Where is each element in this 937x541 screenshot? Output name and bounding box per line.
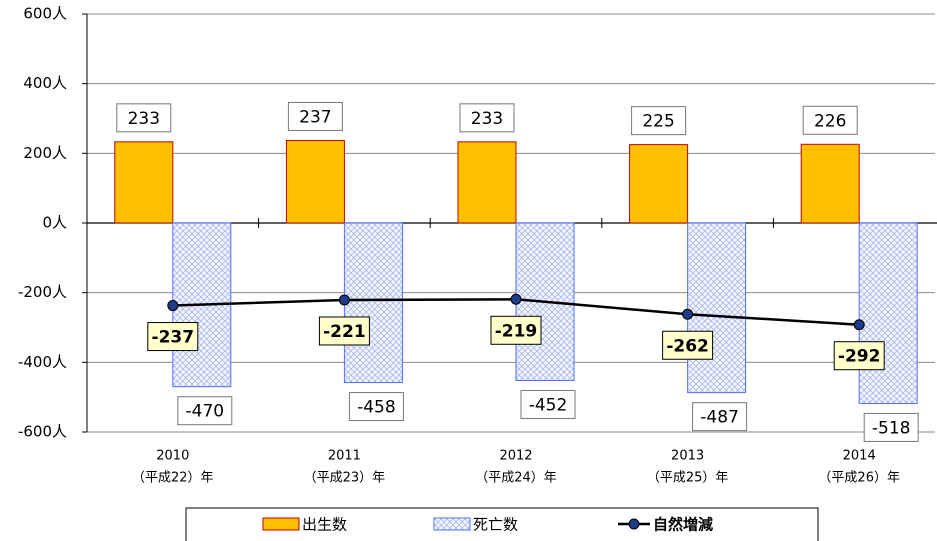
bar bbox=[343, 222, 403, 384]
line-value-label: -219 bbox=[495, 321, 538, 341]
y-tick-label: -200人 bbox=[18, 283, 67, 301]
legend-label: 死亡数 bbox=[473, 516, 518, 534]
bar bbox=[285, 139, 345, 224]
legend-label: 自然増減 bbox=[653, 516, 713, 534]
x-tick-label: 2013 bbox=[671, 449, 704, 464]
line-value-label-box bbox=[318, 316, 370, 346]
bar-value-label-box bbox=[459, 103, 515, 133]
line-marker bbox=[853, 319, 865, 331]
line-value-label: -262 bbox=[666, 336, 709, 356]
bar-value-label-box bbox=[116, 103, 172, 133]
legend-swatch bbox=[262, 517, 300, 531]
bar-value-label-box bbox=[631, 106, 687, 136]
bar bbox=[858, 222, 918, 404]
line-marker bbox=[338, 294, 350, 306]
bar-value-label: 233 bbox=[128, 109, 160, 129]
bar bbox=[114, 141, 174, 224]
y-tick-label: -600人 bbox=[18, 423, 67, 441]
bar-value-label-box bbox=[863, 412, 919, 442]
bar-value-label: 225 bbox=[642, 112, 674, 132]
line-marker bbox=[682, 308, 694, 320]
bar-value-label-box bbox=[177, 396, 233, 426]
line-value-label-box bbox=[490, 315, 542, 345]
x-tick-label: 2010 bbox=[156, 449, 189, 464]
bar bbox=[687, 222, 747, 394]
y-tick-label: 600人 bbox=[23, 5, 67, 23]
line-value-label: -221 bbox=[323, 322, 366, 342]
bar-value-label: -452 bbox=[529, 395, 568, 415]
line-value-label-box bbox=[147, 322, 199, 352]
x-tick-label: （平成23）年 bbox=[304, 471, 386, 486]
x-tick-label: 2014 bbox=[843, 449, 876, 464]
bar-value-label: 233 bbox=[471, 109, 503, 129]
legend-swatch bbox=[433, 517, 471, 531]
bar-value-label-box bbox=[802, 105, 858, 135]
x-tick-label: （平成25）年 bbox=[647, 471, 729, 486]
legend-swatch bbox=[628, 518, 640, 530]
x-tick-label: （平成26）年 bbox=[818, 471, 900, 486]
x-tick-label: （平成22）年 bbox=[132, 471, 214, 486]
bar-value-label: -487 bbox=[700, 408, 739, 428]
bar bbox=[457, 141, 517, 224]
bar-value-label-box bbox=[692, 402, 748, 432]
bar-value-label: -470 bbox=[186, 402, 225, 422]
legend-label: 出生数 bbox=[302, 516, 347, 534]
bar-value-label: -518 bbox=[872, 418, 911, 438]
x-tick-label: 2012 bbox=[499, 449, 532, 464]
bar bbox=[629, 144, 689, 224]
y-tick-label: 0人 bbox=[42, 214, 67, 232]
x-tick-label: 2011 bbox=[328, 449, 361, 464]
bar-value-label: -458 bbox=[357, 398, 396, 418]
line-value-label: -292 bbox=[838, 347, 881, 367]
line-marker bbox=[167, 300, 179, 312]
line-value-label: -237 bbox=[152, 328, 195, 348]
y-tick-label: 200人 bbox=[23, 144, 67, 162]
bar bbox=[800, 143, 860, 224]
bar-value-label-box bbox=[348, 392, 404, 422]
line-value-label-box bbox=[662, 330, 714, 360]
line-value-label-box bbox=[833, 341, 885, 371]
bar-value-label: 237 bbox=[299, 107, 331, 127]
bar-value-label-box bbox=[520, 389, 576, 419]
y-tick-label: -400人 bbox=[18, 353, 67, 371]
line-marker bbox=[510, 293, 522, 305]
y-tick-label: 400人 bbox=[23, 74, 67, 92]
x-tick-label: （平成24）年 bbox=[475, 471, 557, 486]
bar-value-label: 226 bbox=[814, 111, 846, 131]
bar-value-label-box bbox=[287, 101, 343, 131]
